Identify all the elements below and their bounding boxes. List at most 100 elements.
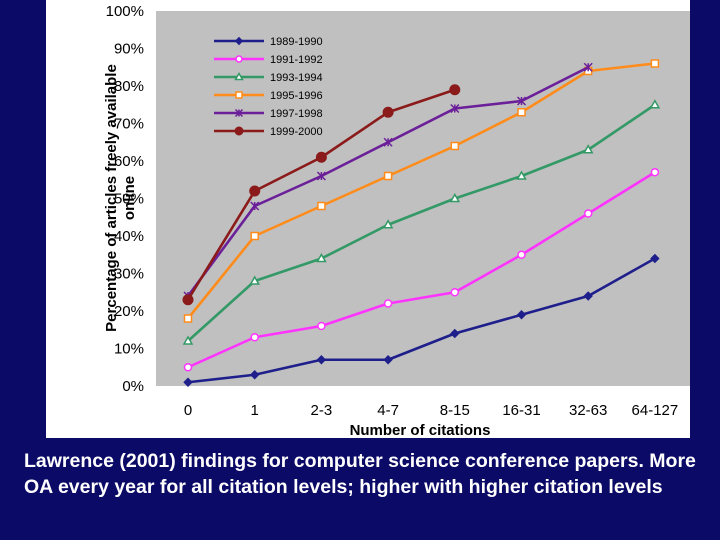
legend-label: 1993-1994 [270,72,323,84]
legend-item: 1997-1998 [214,108,323,120]
series-layer [182,59,661,387]
legend-item: 1993-1994 [214,72,323,84]
legend-label: 1995-1996 [270,90,323,102]
x-tick-label: 2-3 [311,402,333,419]
data-point [382,219,394,229]
data-point [450,103,460,114]
data-point [250,333,259,342]
y-axis-title-line-2: online [121,176,138,220]
data-point [582,144,594,154]
x-tick-label: 64-127 [632,402,679,419]
data-point [234,72,244,81]
legend: 1989-1990 1991-1992 1993-1994 1995-1996 1997… [214,36,323,138]
y-tick-label: 60% [114,153,144,170]
data-point [650,253,660,264]
data-point [583,62,593,72]
y-tick-label: 30% [114,266,144,283]
data-point [383,171,393,181]
series-1989-1990 [183,253,660,387]
data-point [183,363,193,372]
series-1991-1992 [183,168,660,372]
data-point [649,99,661,109]
legend-item: 1991-1992 [214,54,323,66]
series-line [187,257,656,384]
data-point [449,84,461,96]
legend-label: 1997-1998 [270,108,323,120]
legend-label: 1991-1992 [270,54,323,66]
data-point [315,151,327,163]
x-axis-title: Number of citations [350,422,491,438]
y-tick-label: 20% [114,303,144,320]
data-point [182,294,194,306]
legend-item: 1999-2000 [214,126,323,138]
y-tick-label: 90% [114,41,144,58]
data-point [316,171,326,181]
data-point [650,168,660,177]
y-axis-title: Percentage of articles freely available … [103,64,138,332]
x-tick-label: 32-63 [569,402,607,419]
series-1993-1994 [182,99,661,345]
legend-item: 1995-1996 [214,90,323,102]
data-point [450,141,460,151]
plot-background [156,11,690,386]
x-tick-label: 0 [184,402,192,419]
data-point [317,321,326,331]
data-point [517,250,526,259]
series-line [187,171,656,369]
data-point [250,201,260,211]
data-point [249,275,260,285]
line-chart: 0% 10% 20% 30% 40% 50% 60% 70% 80% 90% 100% 0 1 2-3 4… [103,3,690,438]
data-point [516,96,527,106]
y-tick-label: 80% [114,78,144,95]
data-point [516,170,527,180]
series-1997-1998 [183,62,593,301]
y-axis-title-line-1: Percentage of articles freely available [103,64,120,332]
series-line [187,103,656,342]
x-tick-label: 1 [251,402,259,419]
series-line [186,62,656,320]
data-point [383,299,393,308]
legend-label: 1989-1990 [270,36,323,48]
data-point [250,231,259,241]
data-point [234,126,244,136]
data-point [450,288,460,297]
data-point [182,335,194,345]
data-point [234,36,244,46]
data-point [583,209,593,218]
chart-panel: 0% 10% 20% 30% 40% 50% 60% 70% 80% 90% 100% 0 1 2-3 4… [46,0,690,438]
y-axis-ticks: 0% 10% 20% 30% 40% 50% 60% 70% 80% 90% 100% [106,3,144,395]
data-point [316,355,327,365]
data-point [382,106,394,118]
data-point [235,55,243,63]
legend-label: 1999-2000 [270,126,323,138]
x-tick-label: 4-7 [377,402,399,419]
data-point [316,252,327,263]
data-point [583,291,593,301]
x-axis-ticks: 0 1 2-3 4-7 8-15 16-31 32-63 64-127 [184,402,678,419]
data-point [516,310,527,320]
data-point [449,192,461,203]
slide-caption: Lawrence (2001) findings for computer sc… [24,450,696,498]
data-point [235,91,243,99]
data-point [517,108,526,117]
legend-item: 1989-1990 [214,36,323,48]
data-point [383,137,393,147]
data-point [450,328,460,339]
y-tick-label: 10% [114,341,144,358]
y-tick-label: 40% [114,228,144,245]
data-point [650,59,660,68]
y-tick-label: 70% [114,116,144,133]
data-point [383,355,393,365]
y-tick-label: 0% [122,378,144,395]
data-point [249,370,260,380]
data-point [183,377,193,387]
data-point [249,185,261,197]
data-point [183,314,193,323]
data-point [317,201,326,211]
series-1999-2000 [182,84,461,306]
y-tick-label: 100% [106,3,144,20]
y-tick-label: 50% [114,191,144,208]
x-tick-label: 8-15 [440,402,470,419]
x-tick-label: 16-31 [502,402,540,419]
data-point [234,108,244,118]
